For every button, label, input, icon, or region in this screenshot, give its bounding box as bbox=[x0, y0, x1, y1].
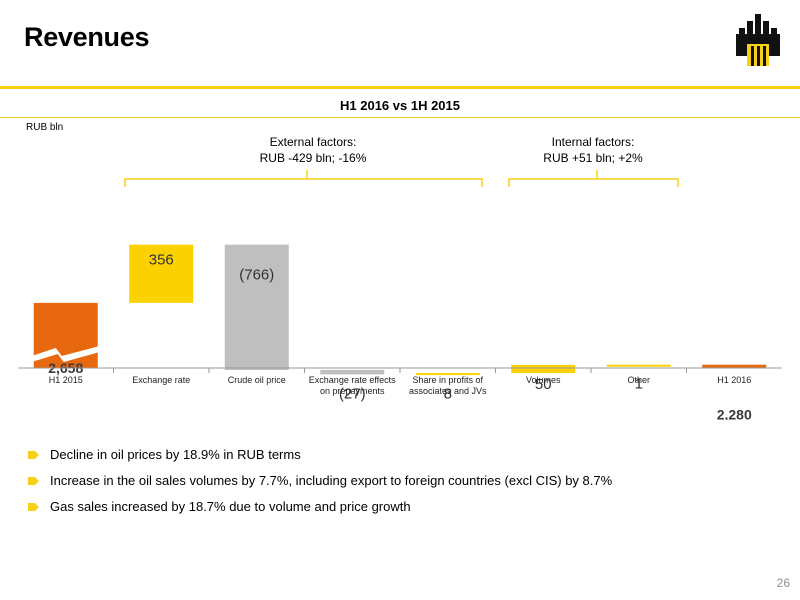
page-number: 26 bbox=[776, 576, 790, 590]
data-label: 8 bbox=[444, 385, 452, 402]
chart-subtitle: H1 2016 vs 1H 2015 bbox=[340, 98, 460, 113]
data-label: 356 bbox=[149, 252, 174, 269]
arrow-bullet-icon bbox=[28, 503, 39, 511]
bar bbox=[224, 244, 289, 370]
bullet-item: Increase in the oil sales volumes by 7.7… bbox=[28, 472, 612, 498]
bar bbox=[129, 244, 194, 303]
data-label: 50 bbox=[535, 376, 552, 393]
external-factors-title: External factors: bbox=[269, 135, 357, 149]
bullet-item: Gas sales increased by 18.7% due to volu… bbox=[28, 498, 612, 524]
bar bbox=[511, 364, 576, 374]
external-factors-label: External factors: RUB -429 bln; -16% bbox=[218, 134, 408, 166]
external-factors-value: RUB -429 bln; -16% bbox=[259, 151, 367, 165]
category-label: Exchange rate effects on prepayments bbox=[309, 375, 396, 396]
company-logo bbox=[736, 14, 780, 66]
arrow-bullet-icon bbox=[28, 451, 39, 459]
internal-factors-brace bbox=[508, 170, 679, 187]
category-label: H1 2016 bbox=[717, 375, 751, 385]
category-label: H1 2015 bbox=[49, 375, 83, 385]
bullet-text: Decline in oil prices by 18.9% in RUB te… bbox=[50, 447, 301, 462]
category-label: Volumes bbox=[526, 375, 561, 385]
bullet-text: Increase in the oil sales volumes by 7.7… bbox=[50, 473, 613, 488]
page-title: Revenues bbox=[24, 22, 150, 52]
unit-label: RUB bln bbox=[26, 122, 64, 133]
data-label: (27) bbox=[339, 385, 366, 402]
data-label: 2,280 bbox=[717, 407, 752, 420]
arrow-bullet-icon bbox=[28, 477, 39, 485]
axis-break-mark bbox=[31, 346, 100, 362]
bar bbox=[606, 364, 671, 367]
category-label: Exchange rate bbox=[132, 375, 190, 385]
subtitle-rule bbox=[0, 117, 800, 118]
internal-factors-value: RUB +51 bln; +2% bbox=[543, 151, 643, 165]
internal-factors-title: Internal factors: bbox=[551, 135, 635, 149]
bar bbox=[415, 373, 480, 376]
bar bbox=[702, 364, 767, 368]
internal-factors-label: Internal factors: RUB +51 bln; +2% bbox=[498, 134, 688, 166]
category-label: Other bbox=[627, 375, 650, 385]
category-label: Share in profits of associates and JVs bbox=[409, 375, 487, 396]
data-label: (766) bbox=[239, 267, 274, 284]
header-rule bbox=[0, 86, 800, 89]
bar bbox=[320, 369, 385, 375]
bullet-text: Gas sales increased by 18.7% due to volu… bbox=[50, 499, 411, 514]
axis-break-mark bbox=[700, 346, 769, 362]
bullet-list: Decline in oil prices by 18.9% in RUB te… bbox=[28, 446, 612, 524]
data-label: 1 bbox=[635, 376, 643, 393]
external-factors-brace bbox=[124, 170, 483, 187]
bullet-item: Decline in oil prices by 18.9% in RUB te… bbox=[28, 446, 612, 472]
category-label: Crude oil price bbox=[228, 375, 286, 385]
